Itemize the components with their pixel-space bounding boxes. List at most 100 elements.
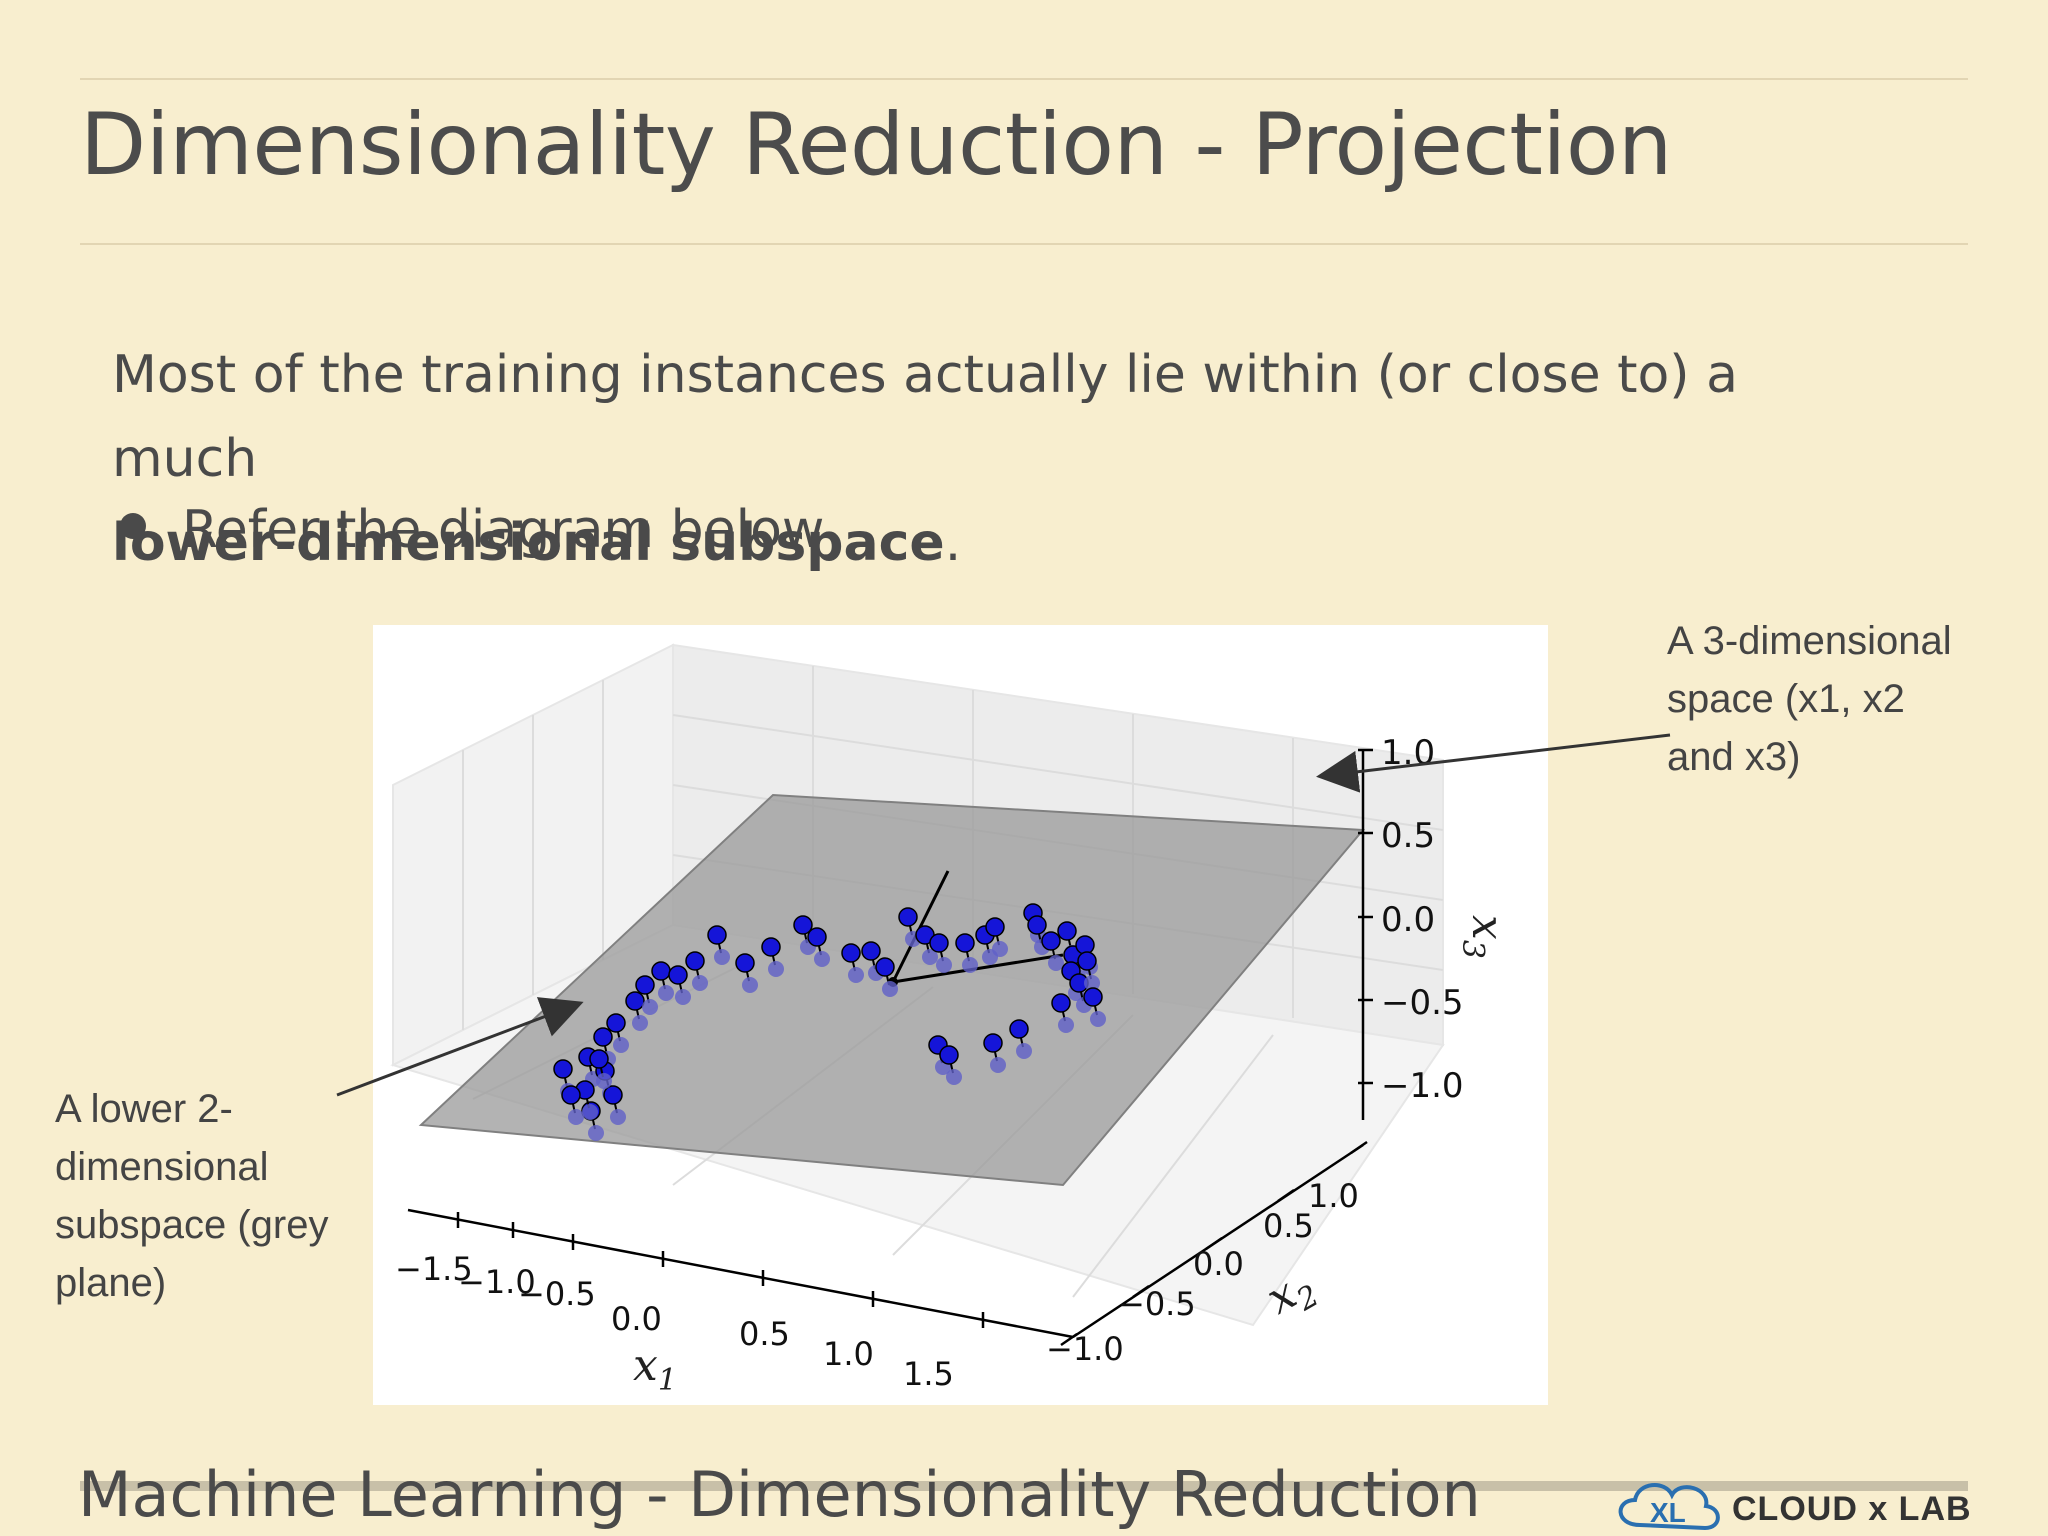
x2-ticks: −1.0 −0.50.0 0.51.0	[1046, 1140, 1368, 1368]
data-point	[898, 907, 918, 927]
cloudxlab-logo-icon: XL	[1618, 1483, 1720, 1531]
x3-tick-label: −1.0	[1381, 1066, 1464, 1106]
x3-tick-label: 1.0	[1381, 733, 1435, 773]
data-point	[707, 925, 727, 945]
projected-point	[1090, 1011, 1106, 1027]
data-point	[1051, 993, 1071, 1013]
data-point	[939, 1045, 959, 1065]
footer-rule	[80, 1481, 1968, 1491]
slide-title: Dimensionality Reduction - Projection	[80, 95, 1672, 195]
data-point	[875, 957, 895, 977]
data-point	[651, 961, 671, 981]
x1-tick-label: −0.5	[518, 1275, 596, 1313]
x2-tick-mark	[1060, 1332, 1078, 1347]
callout-3d-space: A 3-dimensional space (x1, x2 and x3)	[1667, 619, 1952, 779]
data-point	[761, 937, 781, 957]
data-point	[985, 917, 1005, 937]
projected-point	[768, 961, 784, 977]
data-point	[1075, 935, 1095, 955]
data-point	[1009, 1019, 1029, 1039]
data-point	[685, 951, 705, 971]
projected-point	[658, 985, 674, 1001]
data-point	[955, 933, 975, 953]
projected-point	[922, 949, 938, 965]
projected-point	[692, 975, 708, 991]
projected-point	[610, 1109, 626, 1125]
x3-tick-label: −0.5	[1381, 983, 1464, 1023]
data-point	[929, 933, 949, 953]
data-point	[983, 1033, 1003, 1053]
data-point	[1027, 915, 1047, 935]
svg-text:XL: XL	[1650, 1497, 1686, 1528]
data-point	[668, 965, 688, 985]
x2-tick-mark	[1132, 1284, 1150, 1299]
projected-point	[675, 989, 691, 1005]
data-point	[553, 1059, 573, 1079]
projected-point	[814, 951, 830, 967]
top-rule	[80, 78, 1968, 80]
projected-point	[742, 977, 758, 993]
bullet-item: Refer the diagram below	[120, 500, 824, 560]
projected-point	[588, 1125, 604, 1141]
projected-point	[1058, 1017, 1074, 1033]
x1-tick-label: −1.0	[458, 1263, 536, 1301]
projected-point	[936, 957, 952, 973]
bullet-dot-icon	[120, 513, 146, 539]
projected-point	[946, 1069, 962, 1085]
projected-point	[714, 949, 730, 965]
projected-point	[962, 957, 978, 973]
projected-point	[990, 1057, 1006, 1073]
projected-point	[568, 1109, 584, 1125]
data-point	[593, 1027, 613, 1047]
projected-point	[848, 967, 864, 983]
projected-point	[1048, 955, 1064, 971]
x1-tick-label: 1.0	[823, 1335, 874, 1373]
x3-axis-label: x3	[1455, 915, 1513, 959]
callout-2d-subspace: A lower 2-dimensional subspace (grey pla…	[55, 1087, 329, 1305]
projected-point	[882, 981, 898, 997]
x2-tick-label: −1.0	[1046, 1330, 1124, 1368]
figure-3d-plot: 1.0 0.5 0.0 −0.5 −1.0 −1.0 −0.5 0.0 0.5 1.0 −1.5…	[373, 625, 1548, 1405]
data-point	[589, 1049, 609, 1069]
x1-tick-label: 0.0	[611, 1300, 662, 1338]
x2-tick-label: −0.5	[1118, 1285, 1196, 1323]
title-rule	[80, 243, 1968, 245]
x1-tick-label: 0.5	[739, 1315, 790, 1353]
projected-point	[582, 1104, 598, 1120]
x2-tick-mark	[1350, 1140, 1368, 1155]
bullet-text: Refer the diagram below	[182, 500, 825, 560]
logo-text: CLOUD x LAB	[1732, 1490, 1972, 1528]
x1-axis-line	[407, 1208, 1074, 1339]
body-text: Most of the training instances actually …	[112, 333, 1832, 585]
x1-axis-label: x1	[633, 1340, 677, 1398]
data-point	[1057, 921, 1077, 941]
x1-ticks: −1.5−1.0−0.5 0.0 0.5 1.0 1.5	[395, 1212, 985, 1393]
body-text-pre: Most of the training instances actually …	[112, 345, 1738, 489]
vector-arrow-2	[892, 953, 1064, 984]
x1-tick-label: −1.5	[395, 1250, 473, 1288]
data-point	[807, 927, 827, 947]
projected-point	[1016, 1043, 1032, 1059]
data-point	[606, 1013, 626, 1033]
data-point	[1041, 931, 1061, 951]
data-point	[735, 953, 755, 973]
data-point	[861, 941, 881, 961]
data-point	[603, 1085, 623, 1105]
x2-tick-label: 0.5	[1263, 1207, 1314, 1245]
data-point	[561, 1085, 581, 1105]
x1-tick-label: 1.5	[903, 1355, 954, 1393]
body-text-post: .	[944, 513, 962, 573]
projected-point	[642, 999, 658, 1015]
data-point	[1083, 987, 1103, 1007]
projected-point	[632, 1015, 648, 1031]
x2-tick-mark	[1277, 1188, 1295, 1203]
projected-point	[596, 1073, 612, 1089]
x2-tick-label: 1.0	[1308, 1177, 1359, 1215]
projected-point	[613, 1037, 629, 1053]
body-text-bold: lower-dimensional subspace	[112, 513, 945, 573]
x2-tick-mark	[1205, 1236, 1223, 1251]
data-point	[1077, 951, 1097, 971]
projected-point	[1084, 975, 1100, 991]
data-point	[793, 915, 813, 935]
x3-tick-label: 0.5	[1381, 816, 1435, 856]
